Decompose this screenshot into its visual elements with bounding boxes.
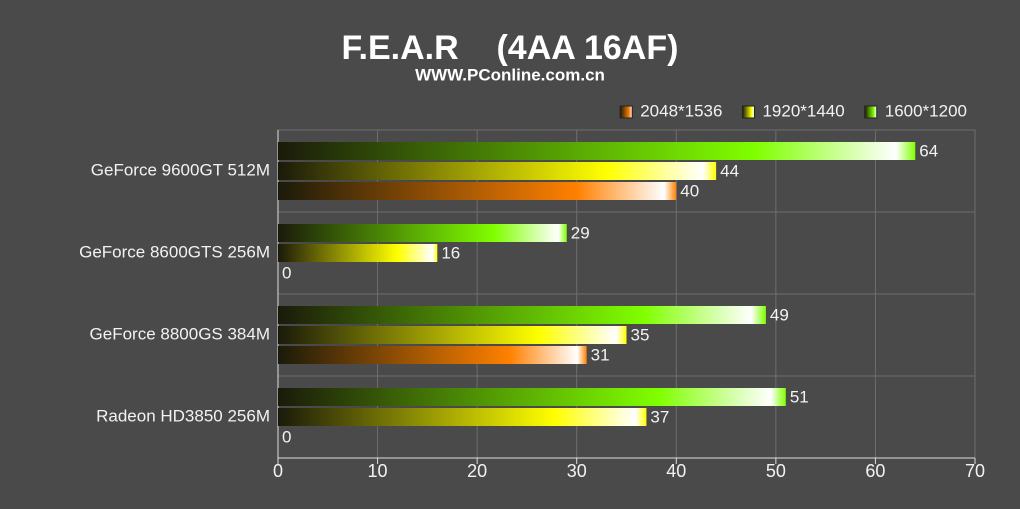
value-label: 37 xyxy=(650,407,669,426)
value-label: 40 xyxy=(680,181,699,200)
x-tick-label: 60 xyxy=(865,461,885,481)
y-tick-label: GeForce 9600GT 512M xyxy=(91,160,270,179)
bar xyxy=(278,142,916,160)
x-tick-label: 0 xyxy=(273,461,283,481)
bar xyxy=(278,182,677,200)
value-label: 35 xyxy=(631,325,650,344)
x-tick-label: 40 xyxy=(666,461,686,481)
bar xyxy=(278,244,438,262)
bar xyxy=(278,388,786,406)
value-label: 49 xyxy=(770,305,789,324)
y-tick-label: Radeon HD3850 256M xyxy=(96,406,270,425)
bar xyxy=(278,408,647,426)
bar xyxy=(278,162,717,180)
value-label: 31 xyxy=(591,345,610,364)
legend-marker xyxy=(864,105,878,119)
legend-label: 1920*1440 xyxy=(762,101,844,120)
legend-label: 1600*1200 xyxy=(885,101,967,120)
x-tick-label: 50 xyxy=(766,461,786,481)
value-label: 16 xyxy=(441,243,460,262)
x-tick-label: 30 xyxy=(567,461,587,481)
chart-title: F.E.A.R (4AA 16AF) xyxy=(342,29,679,67)
bar xyxy=(278,306,766,324)
value-label: 44 xyxy=(720,161,739,180)
value-label: 0 xyxy=(282,427,291,446)
value-label: 51 xyxy=(790,387,809,406)
y-tick-label: GeForce 8600GTS 256M xyxy=(79,242,270,261)
bar xyxy=(278,326,627,344)
value-label: 29 xyxy=(571,223,590,242)
bar xyxy=(278,224,567,242)
y-tick-label: GeForce 8800GS 384M xyxy=(90,324,270,343)
legend-marker xyxy=(619,105,633,119)
legend-label: 2048*1536 xyxy=(640,101,722,120)
bar xyxy=(278,346,587,364)
x-tick-label: 10 xyxy=(368,461,388,481)
value-label: 64 xyxy=(919,141,938,160)
x-tick-label: 20 xyxy=(467,461,487,481)
value-label: 0 xyxy=(282,263,291,282)
x-tick-label: 70 xyxy=(965,461,985,481)
legend-marker xyxy=(741,105,755,119)
chart-subtitle: WWW.PConline.com.cn xyxy=(415,65,605,84)
